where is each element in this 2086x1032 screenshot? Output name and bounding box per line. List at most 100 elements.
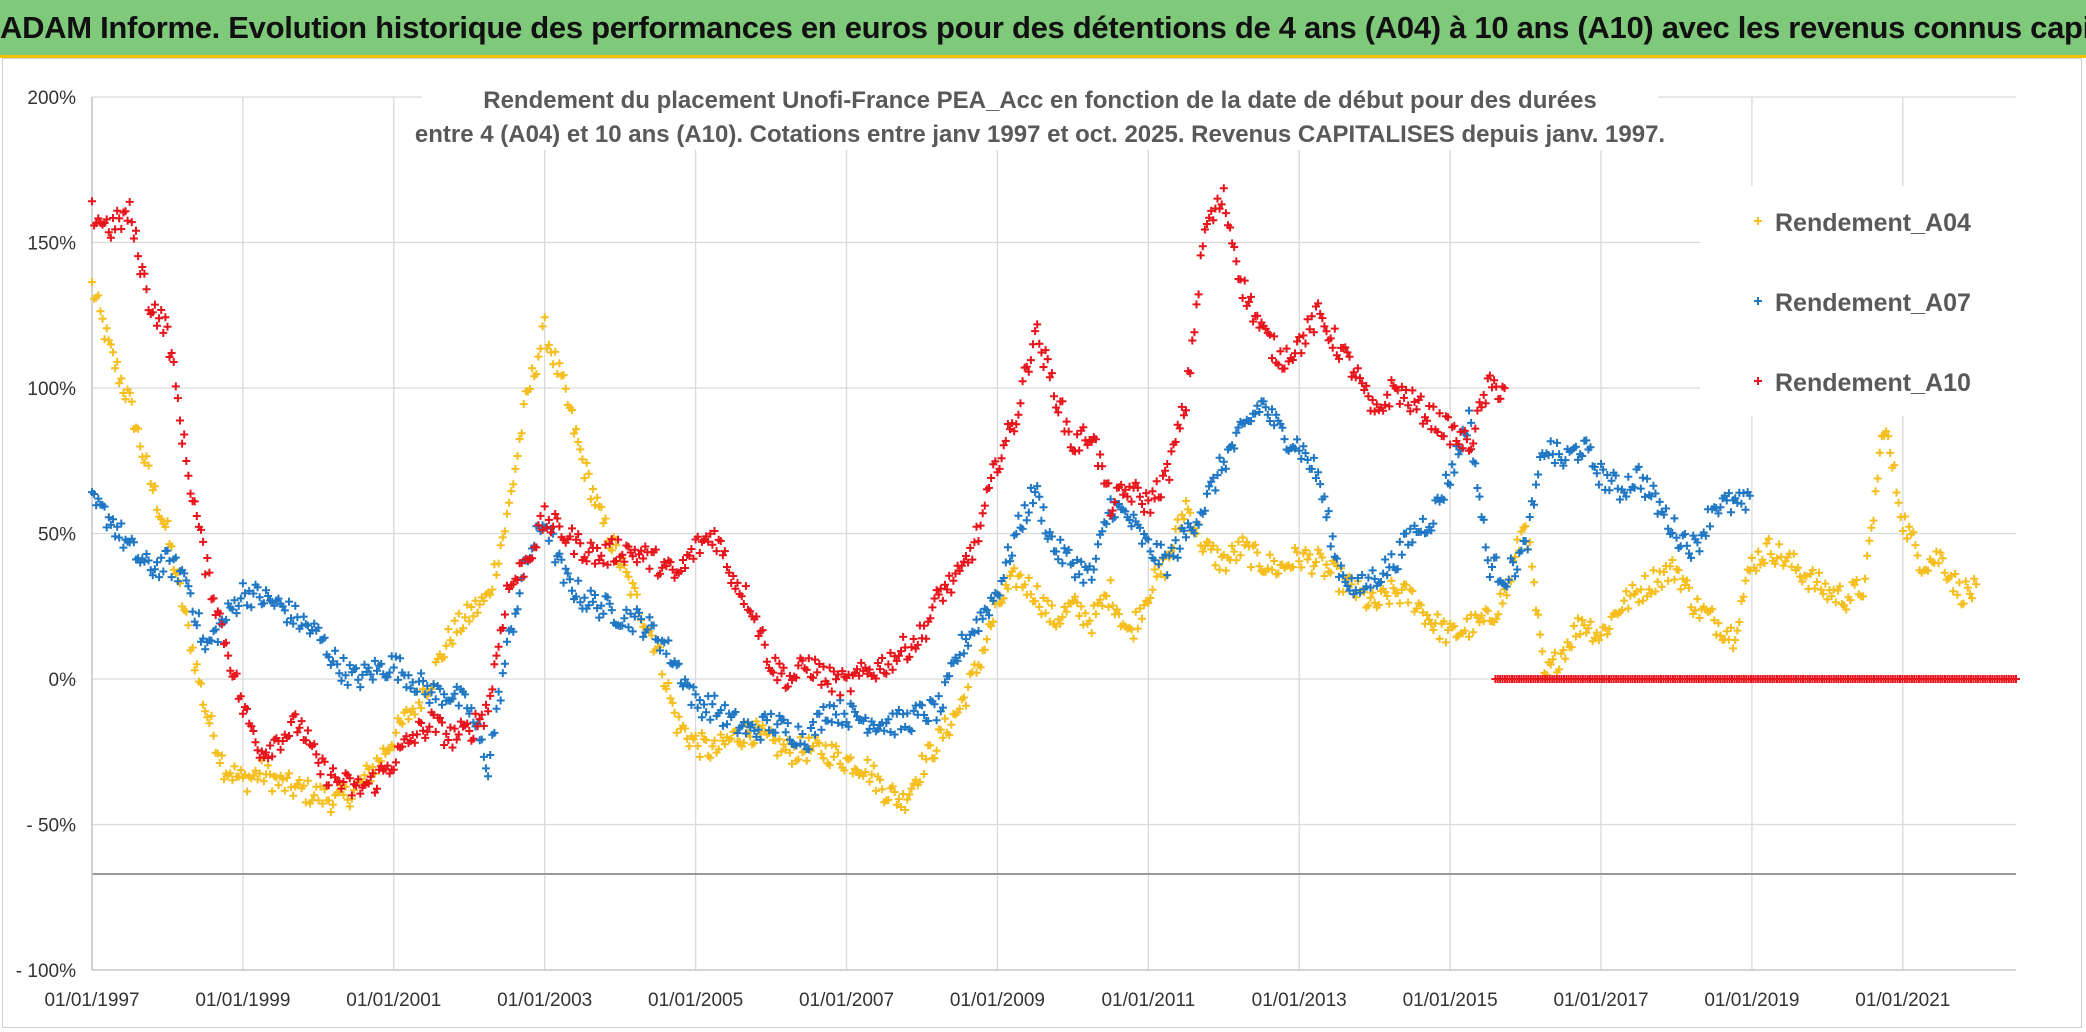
data-point [389,663,398,672]
data-point [561,564,570,573]
data-point [970,628,979,637]
data-point [140,269,149,278]
data-point [817,749,826,758]
data-point [102,523,111,532]
data-point [1106,511,1115,520]
data-point [1326,542,1335,551]
data-point [1462,614,1471,623]
data-point [264,761,273,770]
data-point [580,593,589,602]
data-point [731,708,740,716]
data-point [1450,622,1459,631]
data-point [150,300,159,309]
data-point [1628,581,1637,590]
data-point [167,349,176,357]
data-point [838,667,847,676]
data-point [1020,580,1029,589]
data-point [1167,543,1176,552]
data-point [1364,573,1373,582]
data-point [1475,618,1484,627]
data-point [836,691,845,700]
data-point [1039,503,1048,512]
data-point [1561,654,1570,663]
data-point [1265,550,1274,559]
data-point [109,515,117,524]
data-point [1863,551,1872,560]
data-point [941,714,949,723]
data-point [1815,568,1823,577]
data-point [247,722,256,731]
data-point [276,745,285,754]
data-point [708,540,717,549]
data-point [853,665,861,674]
data-point [1035,492,1044,501]
data-point [1085,616,1094,625]
data-point [1886,448,1895,457]
data-point [106,340,115,349]
data-point [1571,632,1580,641]
data-point [199,634,208,643]
data-point [425,698,434,707]
data-point [1098,601,1107,610]
data-point [1026,590,1035,599]
data-point [681,564,690,572]
data-point [1081,609,1090,618]
data-point [710,736,719,745]
data-point [538,322,547,331]
data-point [1029,499,1037,508]
data-point [1404,401,1413,410]
data-point [1356,588,1364,597]
data-point [1299,331,1308,340]
data-point [1716,631,1725,640]
data-point [385,668,394,677]
data-point [1303,455,1312,464]
data-point [681,724,690,733]
data-point [153,558,161,567]
data-point [1148,487,1157,496]
data-point [1817,585,1826,594]
data-point [326,770,335,779]
data-point [299,781,308,790]
data-point [762,716,771,725]
data-point [142,285,151,294]
data-point [597,601,606,610]
data-point [1006,425,1014,434]
data-point [496,541,505,550]
data-point [800,740,809,749]
data-point [1521,522,1530,531]
data-point [1550,648,1559,657]
data-point [180,430,189,439]
data-point [1358,571,1367,579]
data-point [1559,646,1568,655]
data-point [1016,570,1025,579]
data-point [1205,213,1214,222]
data-point [890,788,899,796]
data-point [410,710,419,719]
data-point [871,674,880,683]
data-point [1812,578,1821,586]
data-point [1058,559,1067,568]
data-point [326,808,335,817]
data-point [100,502,109,511]
data-point [840,766,849,775]
data-point [161,313,170,322]
data-point [1576,630,1585,639]
data-point [647,631,656,640]
data-point [681,675,690,684]
data-point [1247,417,1255,426]
data-point [173,394,182,403]
chart-title-line2: entre 4 (A04) et 10 ans (A10). Cotations… [415,121,1665,148]
data-point [465,727,474,735]
data-point [142,452,151,461]
data-point [804,654,813,663]
data-point [1850,580,1859,589]
data-point [643,625,652,634]
data-point [890,730,899,739]
data-point [1320,322,1329,331]
data-point [257,747,266,756]
data-point [1125,516,1134,524]
data-point [1465,632,1473,641]
data-point [1806,570,1815,579]
data-point [720,740,729,749]
